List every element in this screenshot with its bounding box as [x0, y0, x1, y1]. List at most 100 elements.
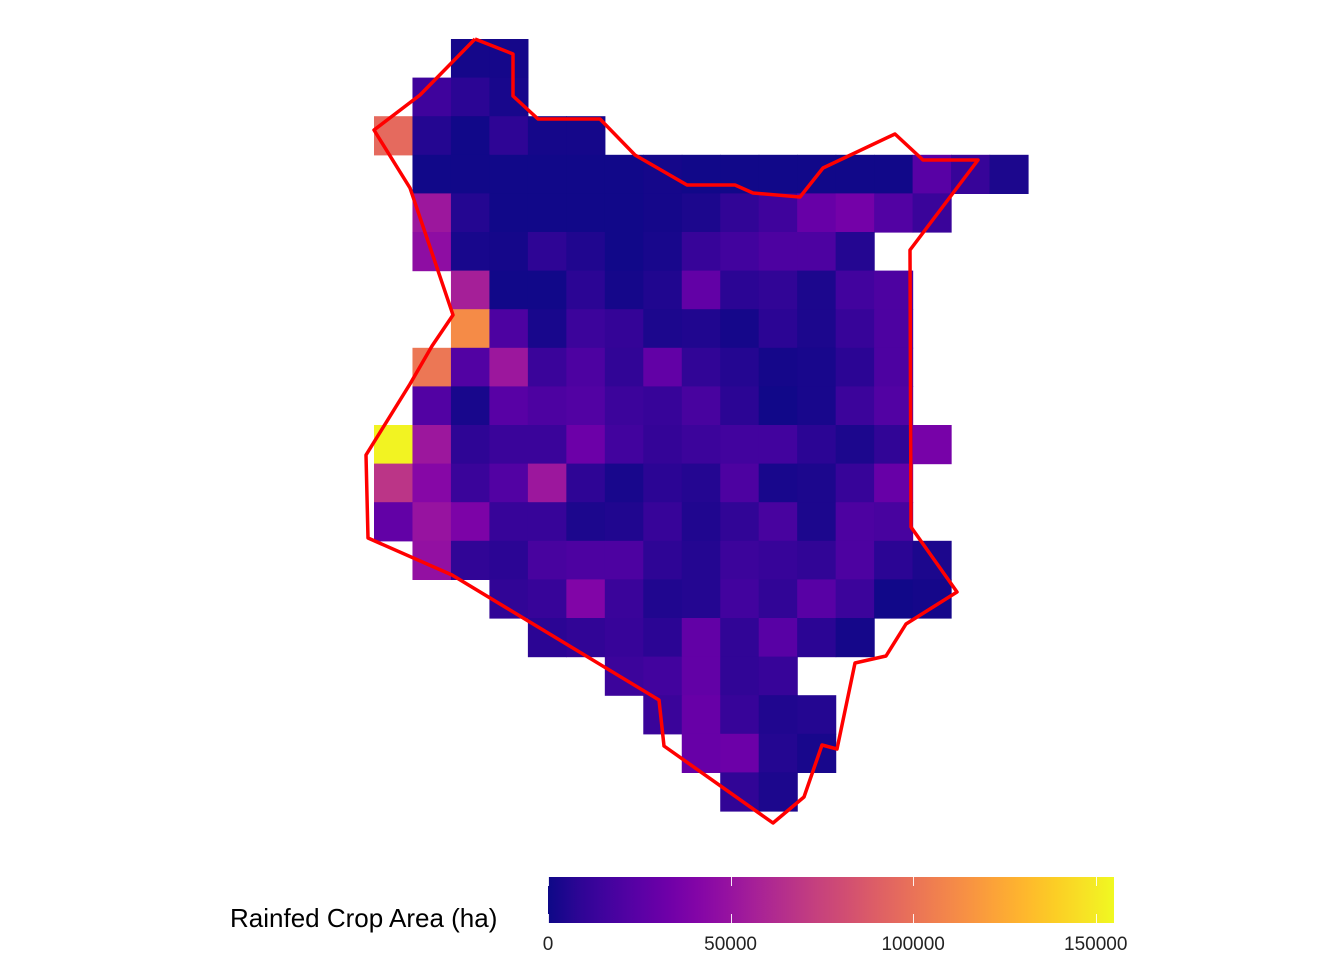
- map-cell: [604, 154, 644, 194]
- map-cell: [527, 463, 567, 503]
- map-cell: [566, 116, 606, 156]
- map-cell: [758, 618, 798, 658]
- map-cell: [835, 502, 875, 542]
- map-cell: [566, 425, 606, 465]
- legend-tick-label: 150000: [1064, 934, 1128, 955]
- map-cell: [835, 463, 875, 503]
- map-cell: [758, 502, 798, 542]
- map-cell: [604, 347, 644, 387]
- map-cell: [835, 154, 875, 194]
- map-cell: [797, 425, 837, 465]
- map-cell: [874, 502, 914, 542]
- map-cell: [720, 309, 760, 349]
- map-cell: [527, 270, 567, 310]
- map-cell: [643, 193, 683, 233]
- map-cell: [835, 270, 875, 310]
- map-cell: [566, 270, 606, 310]
- map-cell: [874, 309, 914, 349]
- map-cell: [874, 270, 914, 310]
- map-cell: [604, 618, 644, 658]
- map-cell: [450, 193, 491, 233]
- map-cell: [566, 463, 606, 503]
- map-cell: [489, 270, 529, 310]
- map-cell: [450, 116, 491, 156]
- map-cell: [681, 193, 721, 233]
- map-cell: [720, 502, 760, 542]
- map-cell: [450, 502, 491, 542]
- map-cell: [797, 540, 837, 580]
- map-cell: [643, 270, 683, 310]
- map-cell: [835, 309, 875, 349]
- map-cell: [874, 463, 914, 503]
- map-cell: [720, 386, 760, 426]
- map-cell: [681, 502, 721, 542]
- map-cell: [450, 77, 491, 117]
- map-cell: [643, 232, 683, 272]
- map-cell: [566, 193, 606, 233]
- map-cell: [527, 116, 567, 156]
- map-cell: [720, 463, 760, 503]
- legend-tick-mark: [730, 877, 732, 886]
- map-cell: [758, 695, 798, 735]
- map-cell: [412, 463, 452, 503]
- map-cell: [912, 193, 952, 233]
- map-cell: [874, 540, 914, 580]
- map-cell: [489, 77, 529, 117]
- map-cell: [681, 425, 721, 465]
- map-cell: [758, 540, 798, 580]
- map-raster-cells: [374, 39, 1029, 812]
- map-cell: [450, 540, 491, 580]
- map-cell: [874, 579, 914, 619]
- map-cell: [758, 232, 798, 272]
- map-cell: [681, 656, 721, 696]
- map-cell: [412, 116, 452, 156]
- map-cell: [527, 579, 567, 619]
- map-cell: [758, 154, 798, 194]
- legend-tick-label: 0: [542, 934, 554, 955]
- map-cell: [681, 540, 721, 580]
- map-cell: [489, 232, 529, 272]
- map-cell: [835, 425, 875, 465]
- map-cell: [758, 347, 798, 387]
- legend-tick-mark: [730, 914, 732, 923]
- map-cell: [912, 425, 952, 465]
- map-cell: [527, 540, 567, 580]
- map-cell: [412, 154, 452, 194]
- map-cell: [527, 386, 567, 426]
- map-cell: [566, 386, 606, 426]
- legend-tick-mark: [548, 877, 549, 886]
- map-cell: [604, 309, 644, 349]
- map-cell: [450, 232, 491, 272]
- map-cell: [758, 193, 798, 233]
- map-cell: [681, 733, 721, 773]
- map-cell: [643, 347, 683, 387]
- map-cell: [797, 695, 837, 735]
- map-cell: [835, 232, 875, 272]
- map-cell: [489, 116, 529, 156]
- map-cell: [874, 386, 914, 426]
- map-cell: [604, 270, 644, 310]
- map-cell: [797, 193, 837, 233]
- map-cell: [720, 618, 760, 658]
- map-cell: [643, 618, 683, 658]
- map-cell: [643, 502, 683, 542]
- map-cell: [720, 695, 760, 735]
- map-cell: [835, 618, 875, 658]
- map-cell: [758, 733, 798, 773]
- map-cell: [527, 502, 567, 542]
- map-cell: [489, 309, 529, 349]
- map-cell: [489, 39, 529, 79]
- map-cell: [450, 425, 491, 465]
- map-cell: [566, 309, 606, 349]
- map-cell: [758, 309, 798, 349]
- map-cell: [566, 540, 606, 580]
- map-cell: [604, 656, 644, 696]
- map-cell: [604, 425, 644, 465]
- map-cell: [720, 193, 760, 233]
- map-cell: [412, 502, 452, 542]
- map-cell: [797, 463, 837, 503]
- map-cell: [720, 540, 760, 580]
- map-cell: [758, 270, 798, 310]
- map-cell: [643, 154, 683, 194]
